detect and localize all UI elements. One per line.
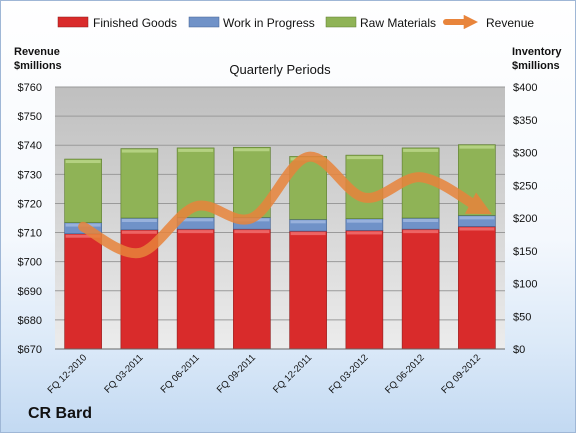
right-axis-ticks: $0 $50 $100 $150 $200 $250 $300 $350 $400 [513,82,537,356]
right-tick-label: $300 [513,148,537,160]
bar-segment-highlight [178,148,214,152]
bar-segment-finished-goods [345,230,384,350]
bar-segment-highlight [234,230,270,234]
right-tick-label: $50 [513,311,531,323]
left-axis-ticks: $670 $680 $690 $700 $710 $720 $730 $740 $750 $760 [18,82,42,356]
x-tick-label: FQ 03-2012 [327,352,371,396]
legend-label-revenue: Revenue [486,16,534,30]
right-axis-title-line1: Inventory [512,46,562,58]
bar-segment-finished-goods [458,226,496,350]
right-tick-label: $200 [513,213,537,225]
left-tick-label: $720 [18,198,42,210]
bar-segment-highlight [65,160,101,164]
bar-segment-highlight [403,219,439,222]
left-tick-label: $670 [18,344,42,356]
left-tick-label: $730 [18,169,42,181]
bar-segment-highlight [346,156,382,160]
x-tick-label: FQ 12-2010 [46,352,90,396]
bar-segment-finished-goods [401,228,440,350]
left-tick-label: $680 [18,315,42,327]
bar-segment-highlight [459,227,495,231]
bar-segment-highlight [459,145,495,149]
bar-segment-finished-goods [176,228,215,350]
left-tick-label: $760 [18,82,42,94]
left-tick-label: $750 [18,111,42,123]
chart-title: Quarterly Periods [229,62,331,77]
revenue-line-path [78,151,492,259]
right-tick-label: $150 [513,246,537,258]
bar-segment-raw-materials [120,148,159,219]
bar-segment-raw-materials [64,158,102,223]
right-tick-label: $100 [513,279,537,291]
x-tick-label: FQ 09-2011 [215,352,258,395]
bar-segment-highlight [459,216,495,220]
left-axis-title-line2: $millions [14,60,62,72]
left-tick-label: $740 [18,140,42,152]
legend-label-raw-materials: Raw Materials [360,16,436,30]
bar-segment-highlight [178,218,214,222]
right-tick-label: $250 [513,180,537,192]
left-tick-label: $690 [18,286,42,298]
left-axis-title-line1: Revenue [14,46,60,58]
bar-segment-finished-goods [233,228,271,350]
legend-swatch-work-in-progress [188,16,220,28]
right-tick-label: $0 [513,344,525,356]
bar-segment-finished-goods [289,230,327,350]
bar-segment-highlight [65,234,101,238]
x-tick-label: FQ 06-2012 [383,352,427,396]
left-tick-label: $700 [18,257,42,269]
legend-label-work-in-progress: Work in Progress [223,16,315,30]
legend: Finished Goods Work in Progress Raw Mate… [57,14,534,30]
bar-segment-highlight [290,232,326,236]
x-tick-label: FQ 06-2011 [159,352,202,395]
bar-segment-highlight [234,148,270,152]
x-tick-label: FQ 09-2012 [439,352,483,396]
x-axis-labels: FQ 12-2010 FQ 03-2011 FQ 06-2011 FQ 09-2011… [46,352,483,396]
bar-segment-highlight [121,219,157,222]
right-tick-label: $400 [513,82,537,94]
bar-segment-highlight [178,230,214,234]
bar-segment-highlight [346,219,382,223]
bar-segment-finished-goods [64,233,102,350]
bar-segment-highlight [403,230,439,234]
bar-segment-highlight [121,230,157,234]
x-tick-label: FQ 03-2011 [102,352,145,395]
revenue-line [78,151,492,259]
bar-segment-highlight [403,148,439,152]
legend-swatch-raw-materials [325,16,357,28]
legend-label-finished-goods: Finished Goods [93,16,177,30]
left-tick-label: $710 [18,228,42,240]
legend-swatch-finished-goods [57,16,89,28]
x-tick-label: FQ 12-2011 [271,352,314,395]
right-axis-title-line2: $millions [512,60,560,72]
right-tick-label: $350 [513,115,537,127]
bar-segment-highlight [290,220,326,224]
bar-segment-highlight [346,231,382,235]
bar-segment-highlight [121,149,157,153]
company-name: CR Bard [28,405,93,422]
